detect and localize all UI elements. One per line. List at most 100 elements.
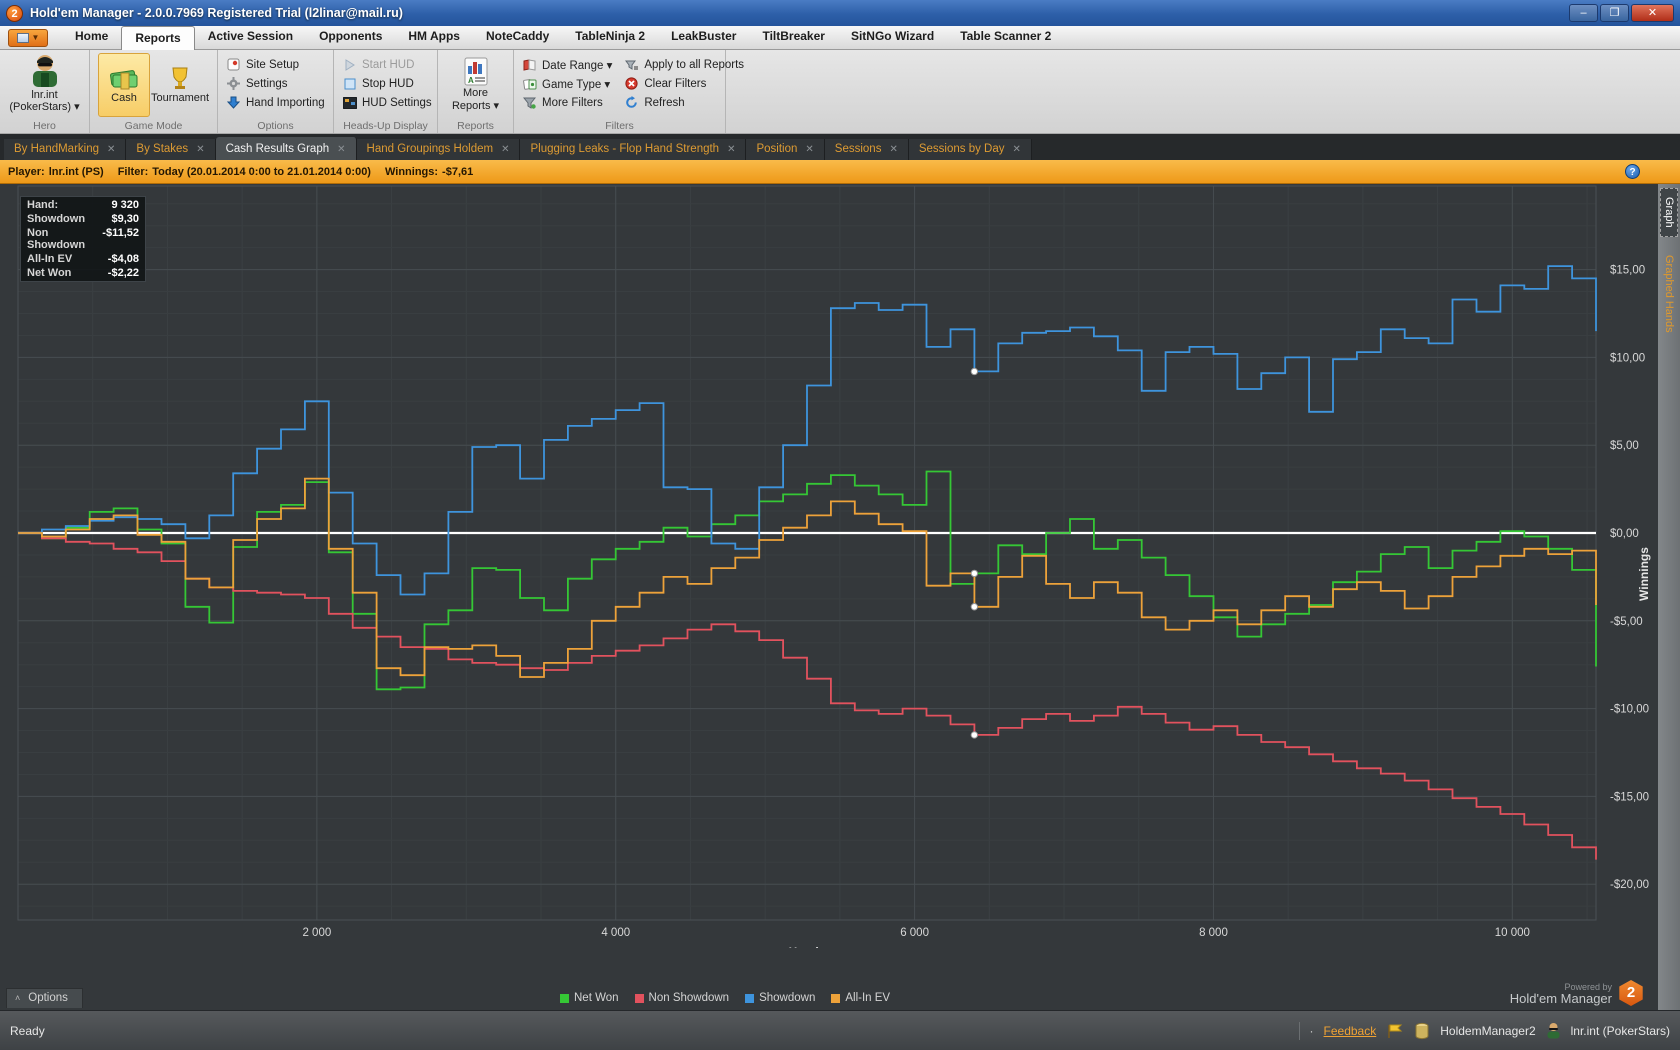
- collapse-caret-icon: ˄: [15, 993, 21, 1003]
- close-icon[interactable]: ✕: [501, 143, 510, 155]
- report-tab-hand-groupings-holdem[interactable]: Hand Groupings Holdem ✕: [356, 139, 521, 160]
- tab-graph[interactable]: Graph: [1660, 188, 1678, 237]
- minimize-button[interactable]: –: [1569, 4, 1598, 22]
- close-icon[interactable]: ✕: [337, 143, 346, 155]
- close-icon[interactable]: ✕: [889, 143, 898, 155]
- menu-item-tableninja-2[interactable]: TableNinja 2: [575, 28, 646, 43]
- trophy-icon: [167, 66, 193, 92]
- x-axis-title: Hands: [789, 945, 826, 948]
- status-bar: Ready · Feedback HoldemManager2 lnr.int …: [0, 1010, 1680, 1050]
- apply-all-reports-button[interactable]: Apply to all Reports: [624, 57, 744, 72]
- menu-item-reports[interactable]: Reports: [121, 25, 195, 50]
- main-area: $15,00 $10,00 $5,00 $0,00 -$5,00 -$10,00 -$15,…: [0, 184, 1680, 1010]
- legend-item-non-showdown: Non Showdown: [634, 992, 729, 1004]
- clear-filters-button[interactable]: Clear Filters: [624, 76, 744, 91]
- close-icon[interactable]: ✕: [1012, 143, 1021, 155]
- status-bullet: ·: [1309, 1023, 1314, 1038]
- report-tab-cash-results-graph[interactable]: Cash Results Graph ✕: [215, 137, 357, 160]
- powered-by: Powered by Hold'em Manager 2: [1510, 980, 1644, 1006]
- menu-item-tiltbreaker[interactable]: TiltBreaker: [762, 28, 825, 43]
- menu-item-active-session[interactable]: Active Session: [207, 28, 294, 43]
- maximize-button[interactable]: ❐: [1600, 4, 1629, 22]
- menu-item-home[interactable]: Home: [75, 28, 109, 43]
- legend-item-net-won: Net Won: [560, 992, 619, 1004]
- hero-selector[interactable]: lnr.int (PokerStars) ▾: [8, 53, 81, 113]
- refresh-button[interactable]: Refresh: [624, 95, 744, 110]
- options-button[interactable]: ˄ Options: [6, 988, 83, 1008]
- settings-button[interactable]: Settings: [226, 76, 325, 91]
- close-icon[interactable]: ✕: [196, 143, 205, 155]
- marker-dot: [970, 603, 979, 611]
- account-name: lnr.int (PokerStars): [1570, 1023, 1670, 1038]
- x-tick-label: 6 000: [900, 927, 929, 939]
- calendar-icon: [522, 57, 537, 72]
- close-button[interactable]: ✕: [1631, 4, 1674, 22]
- menu-item-table-scanner-2[interactable]: Table Scanner 2: [960, 28, 1052, 43]
- close-icon[interactable]: ✕: [727, 143, 736, 155]
- tournament-button[interactable]: Tournament: [151, 53, 209, 117]
- close-icon[interactable]: ✕: [107, 143, 116, 155]
- legend-swatch: [745, 993, 755, 1003]
- report-tab-by-handmarking[interactable]: By HandMarking ✕: [4, 139, 127, 160]
- x-tick-label: 2 000: [302, 927, 331, 939]
- report-tab-sessions-by-day[interactable]: Sessions by Day ✕: [908, 139, 1032, 160]
- app-menu-button[interactable]: ▼: [8, 28, 48, 47]
- marker-dot: [970, 731, 979, 739]
- help-icon[interactable]: ?: [1625, 164, 1640, 179]
- cash-icon: [109, 66, 139, 92]
- y-tick-label: $15,00: [1610, 265, 1645, 277]
- stats-row: Net Won -$2,22: [27, 267, 139, 279]
- y-axis-title: Winnings: [1637, 547, 1651, 601]
- filter-label: Filter:: [117, 165, 149, 178]
- game-type-button[interactable]: Game Type ▾: [522, 76, 612, 91]
- import-arrow-icon: [226, 95, 241, 110]
- y-tick-label: $10,00: [1610, 352, 1645, 364]
- results-graph-panel: $15,00 $10,00 $5,00 $0,00 -$5,00 -$10,00 -$15,…: [0, 184, 1658, 1010]
- status-separator: [1298, 1021, 1300, 1040]
- menu-item-hm-apps[interactable]: HM Apps: [408, 28, 460, 43]
- apply-filter-icon: [624, 57, 639, 72]
- window-title: Hold'em Manager - 2.0.0.7969 Registered …: [30, 6, 403, 20]
- legend-swatch: [560, 993, 569, 1003]
- hud-settings-icon: [342, 95, 357, 110]
- menu-item-notecaddy[interactable]: NoteCaddy: [485, 28, 550, 43]
- site-setup-button[interactable]: Site Setup: [226, 57, 325, 72]
- flag-icon[interactable]: [1386, 1023, 1404, 1039]
- ribbon-group-game-mode: Cash Tournament Game Mode: [90, 50, 218, 133]
- tab-graphed-hands[interactable]: Graphed Hands: [1663, 254, 1675, 333]
- series-showdown: [18, 265, 1597, 596]
- status-ready: Ready: [10, 1023, 45, 1038]
- hero-avatar: [28, 53, 62, 89]
- player-label: Player:: [8, 165, 45, 178]
- app-logo-icon: 2: [6, 4, 23, 22]
- menu-item-opponents[interactable]: Opponents: [319, 28, 383, 43]
- stats-row: All-In EV -$4,08: [27, 253, 139, 265]
- more-filters-button[interactable]: More Filters: [522, 95, 612, 110]
- ribbon-group-options: Site Setup Settings Hand Importing Optio…: [218, 50, 334, 133]
- report-tab-plugging-leaks-flop-hand-strength[interactable]: Plugging Leaks - Flop Hand Strength ✕: [520, 139, 747, 160]
- menu-item-leakbuster[interactable]: LeakBuster: [671, 28, 737, 43]
- ribbon-group-hero: lnr.int (PokerStars) ▾ Hero: [0, 50, 90, 133]
- report-tab-bar: By HandMarking ✕ By Stakes ✕ Cash Results Gr…: [0, 134, 1680, 160]
- hand-importing-button[interactable]: Hand Importing: [226, 95, 325, 110]
- report-tab-sessions[interactable]: Sessions ✕: [824, 139, 909, 160]
- hm-logo-icon: 2: [1619, 980, 1643, 1006]
- stop-hud-button[interactable]: Stop HUD: [342, 76, 432, 91]
- more-reports-button[interactable]: A More Reports ▾: [447, 57, 505, 112]
- title-bar: 2 Hold'em Manager - 2.0.0.7969 Registere…: [0, 0, 1680, 26]
- date-range-button[interactable]: Date Range ▾: [522, 57, 612, 72]
- database-icon: [1414, 1022, 1430, 1040]
- hud-settings-button[interactable]: HUD Settings: [342, 95, 432, 110]
- cash-button[interactable]: Cash: [98, 53, 150, 117]
- filter-summary-bar: Player: lnr.int (PS) Filter: Today (20.0…: [0, 160, 1680, 184]
- close-icon[interactable]: ✕: [805, 143, 814, 155]
- group-label-options: Options: [257, 120, 294, 132]
- refresh-icon: [624, 95, 639, 110]
- stop-square-icon: [342, 76, 357, 91]
- database-name: HoldemManager2: [1440, 1023, 1536, 1038]
- menu-item-sitngo-wizard[interactable]: SitNGo Wizard: [850, 28, 935, 43]
- report-tab-by-stakes[interactable]: By Stakes ✕: [126, 139, 216, 160]
- feedback-link[interactable]: Feedback: [1323, 1023, 1377, 1038]
- ribbon-group-filters: Date Range ▾ Game Type ▾ More Filters Ap…: [514, 50, 744, 133]
- report-tab-position[interactable]: Position ✕: [746, 139, 825, 160]
